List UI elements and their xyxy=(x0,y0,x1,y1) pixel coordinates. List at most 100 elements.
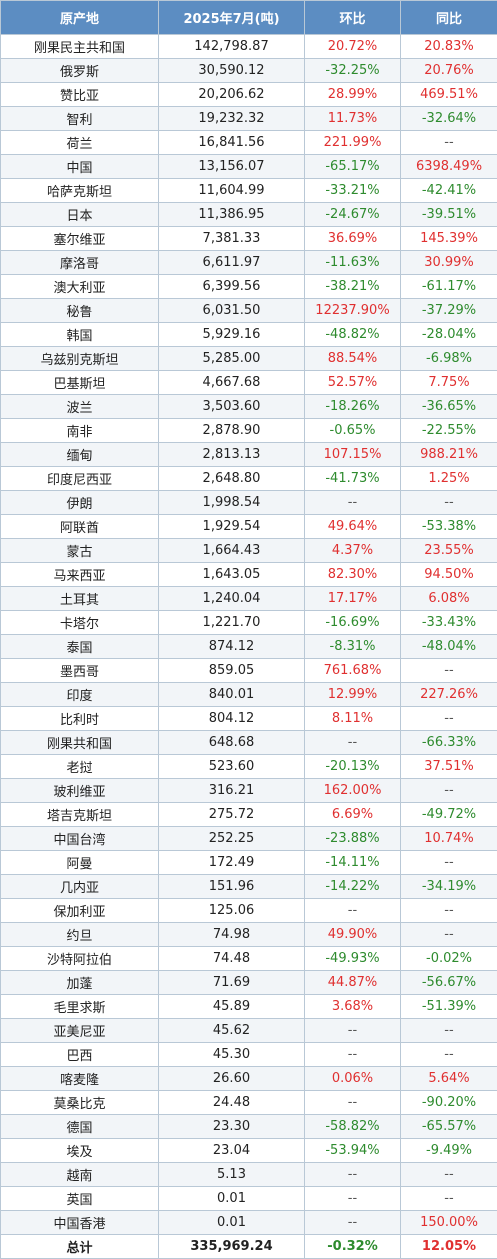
cell-yoy: -65.57% xyxy=(401,1115,497,1139)
cell-origin: 阿联酋 xyxy=(1,515,159,539)
cell-mom: 49.90% xyxy=(305,923,401,947)
cell-yoy: 6.08% xyxy=(401,587,497,611)
cell-mom: -18.26% xyxy=(305,395,401,419)
cell-origin: 总计 xyxy=(1,1235,159,1259)
header-yoy: 同比 xyxy=(401,1,497,35)
cell-yoy: -- xyxy=(401,779,497,803)
cell-mom: 20.72% xyxy=(305,35,401,59)
cell-yoy: -- xyxy=(401,851,497,875)
cell-yoy: 227.26% xyxy=(401,683,497,707)
cell-origin: 刚果民主共和国 xyxy=(1,35,159,59)
cell-yoy: -- xyxy=(401,1043,497,1067)
cell-yoy: -- xyxy=(401,491,497,515)
cell-mom: -- xyxy=(305,1187,401,1211)
cell-yoy: -51.39% xyxy=(401,995,497,1019)
cell-yoy: -66.33% xyxy=(401,731,497,755)
cell-mom: 162.00% xyxy=(305,779,401,803)
cell-mom: -38.21% xyxy=(305,275,401,299)
cell-mom: 12.99% xyxy=(305,683,401,707)
cell-yoy: -61.17% xyxy=(401,275,497,299)
cell-origin: 英国 xyxy=(1,1187,159,1211)
cell-mom: 36.69% xyxy=(305,227,401,251)
cell-mom: -8.31% xyxy=(305,635,401,659)
cell-mom: -0.65% xyxy=(305,419,401,443)
cell-mom: 44.87% xyxy=(305,971,401,995)
cell-volume: 7,381.33 xyxy=(159,227,305,251)
cell-yoy: -- xyxy=(401,131,497,155)
cell-volume: 6,399.56 xyxy=(159,275,305,299)
cell-volume: 0.01 xyxy=(159,1211,305,1235)
cell-yoy: -48.04% xyxy=(401,635,497,659)
cell-origin: 中国 xyxy=(1,155,159,179)
cell-volume: 74.98 xyxy=(159,923,305,947)
cell-yoy: -- xyxy=(401,659,497,683)
cell-volume: 16,841.56 xyxy=(159,131,305,155)
cell-yoy: 94.50% xyxy=(401,563,497,587)
cell-volume: 0.01 xyxy=(159,1187,305,1211)
cell-mom: 0.06% xyxy=(305,1067,401,1091)
cell-mom: -24.67% xyxy=(305,203,401,227)
cell-origin: 老挝 xyxy=(1,755,159,779)
cell-origin: 赞比亚 xyxy=(1,83,159,107)
cell-volume: 6,031.50 xyxy=(159,299,305,323)
cell-mom: 17.17% xyxy=(305,587,401,611)
cell-volume: 1,221.70 xyxy=(159,611,305,635)
cell-mom: 49.64% xyxy=(305,515,401,539)
cell-yoy: -- xyxy=(401,707,497,731)
cell-mom: 82.30% xyxy=(305,563,401,587)
cell-origin: 俄罗斯 xyxy=(1,59,159,83)
cell-yoy: -32.64% xyxy=(401,107,497,131)
cell-yoy: -34.19% xyxy=(401,875,497,899)
cell-volume: 13,156.07 xyxy=(159,155,305,179)
cell-origin: 哈萨克斯坦 xyxy=(1,179,159,203)
cell-mom: -- xyxy=(305,731,401,755)
cell-origin: 保加利亚 xyxy=(1,899,159,923)
cell-mom: -0.32% xyxy=(305,1235,401,1259)
cell-volume: 11,604.99 xyxy=(159,179,305,203)
cell-volume: 252.25 xyxy=(159,827,305,851)
cell-mom: -11.63% xyxy=(305,251,401,275)
cell-mom: 52.57% xyxy=(305,371,401,395)
cell-mom: -48.82% xyxy=(305,323,401,347)
cell-yoy: -42.41% xyxy=(401,179,497,203)
cell-origin: 波兰 xyxy=(1,395,159,419)
cell-volume: 45.30 xyxy=(159,1043,305,1067)
cell-mom: -- xyxy=(305,1091,401,1115)
cell-origin: 莫桑比克 xyxy=(1,1091,159,1115)
cell-origin: 摩洛哥 xyxy=(1,251,159,275)
cell-yoy: 5.64% xyxy=(401,1067,497,1091)
cell-volume: 23.30 xyxy=(159,1115,305,1139)
cell-volume: 523.60 xyxy=(159,755,305,779)
cell-mom: -23.88% xyxy=(305,827,401,851)
cell-yoy: -22.55% xyxy=(401,419,497,443)
cell-mom: 221.99% xyxy=(305,131,401,155)
cell-yoy: -6.98% xyxy=(401,347,497,371)
cell-yoy: -53.38% xyxy=(401,515,497,539)
cell-mom: -- xyxy=(305,1043,401,1067)
cell-yoy: 37.51% xyxy=(401,755,497,779)
header-mom: 环比 xyxy=(305,1,401,35)
cell-origin: 马来西亚 xyxy=(1,563,159,587)
